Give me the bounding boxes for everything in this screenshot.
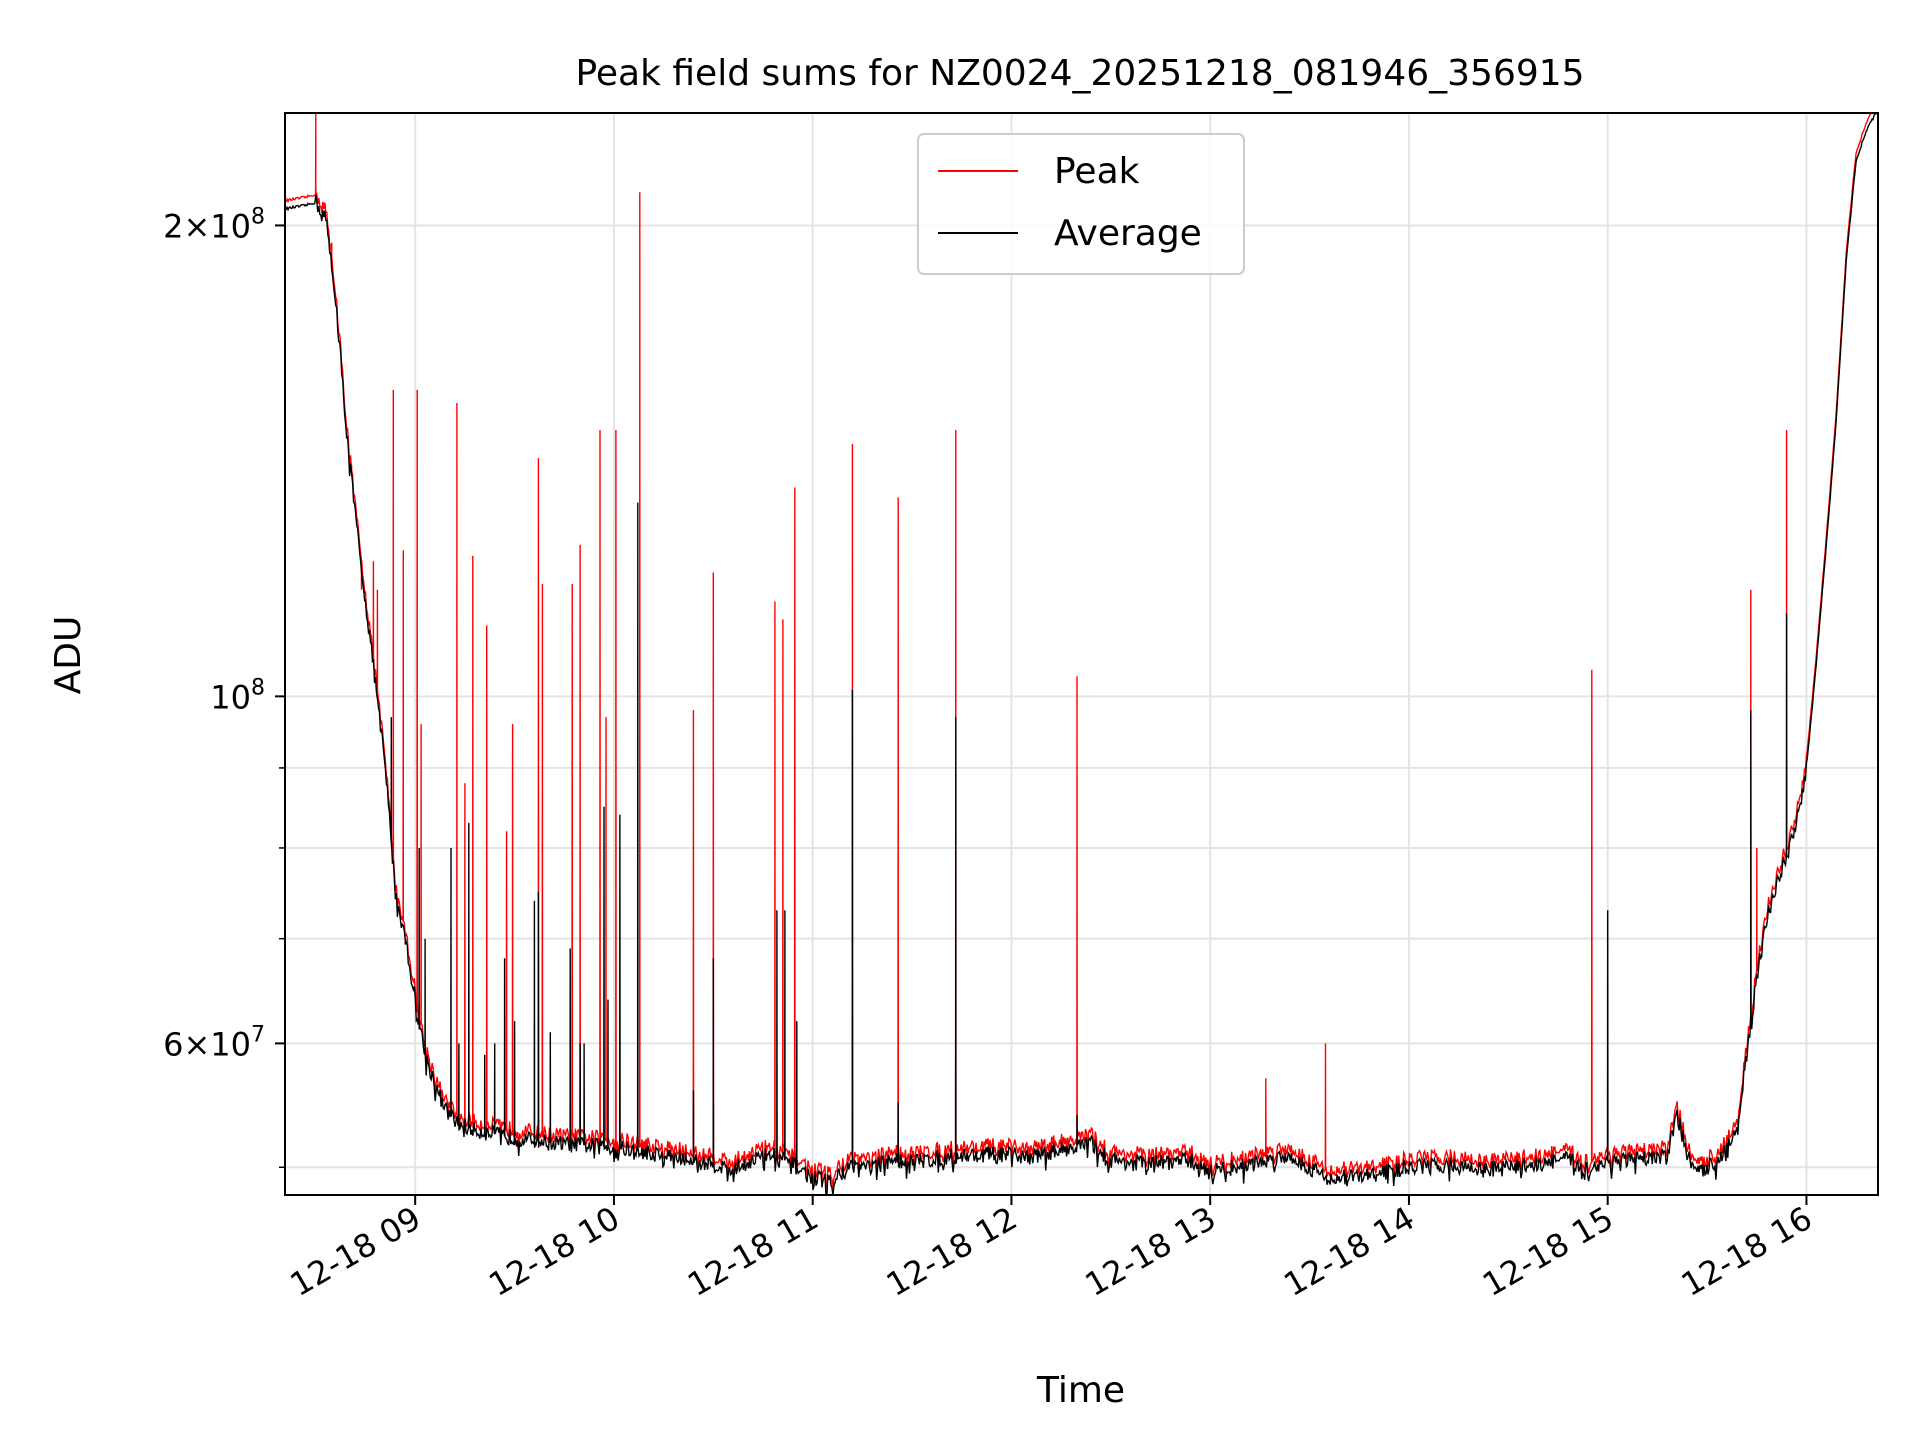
legend-average-label: Average bbox=[1054, 213, 1202, 254]
y-tick-label: 108 bbox=[210, 675, 265, 716]
average-series bbox=[285, 113, 1878, 1195]
y-tick-mantissa: 2 bbox=[163, 207, 183, 245]
y-tick-times: ×10 bbox=[183, 207, 251, 245]
average-line bbox=[285, 113, 1878, 1195]
y-tick-base: 10 bbox=[210, 678, 251, 716]
peak-series bbox=[285, 113, 1872, 1189]
y-tick-mantissa: 6 bbox=[163, 1025, 183, 1063]
y-tick-exponent: 7 bbox=[251, 1022, 265, 1047]
x-axis-label: Time bbox=[1036, 1370, 1125, 1411]
y-tick-times: ×10 bbox=[183, 1025, 251, 1063]
y-tick-label: 6×107 bbox=[163, 1022, 265, 1063]
legend-peak-label: Peak bbox=[1054, 151, 1140, 192]
chart-title: Peak field sums for NZ0024_20251218_0819… bbox=[575, 53, 1584, 94]
y-tick-exponent: 8 bbox=[251, 204, 265, 229]
plot-frame bbox=[284, 112, 1879, 1196]
peak-line bbox=[285, 113, 1872, 1189]
y-tick-exponent: 8 bbox=[251, 675, 265, 700]
y-axis-label: ADU bbox=[48, 616, 89, 695]
y-tick-label: 2×108 bbox=[163, 204, 265, 245]
legend: Peak Average bbox=[917, 133, 1245, 275]
legend-box bbox=[917, 133, 1245, 275]
